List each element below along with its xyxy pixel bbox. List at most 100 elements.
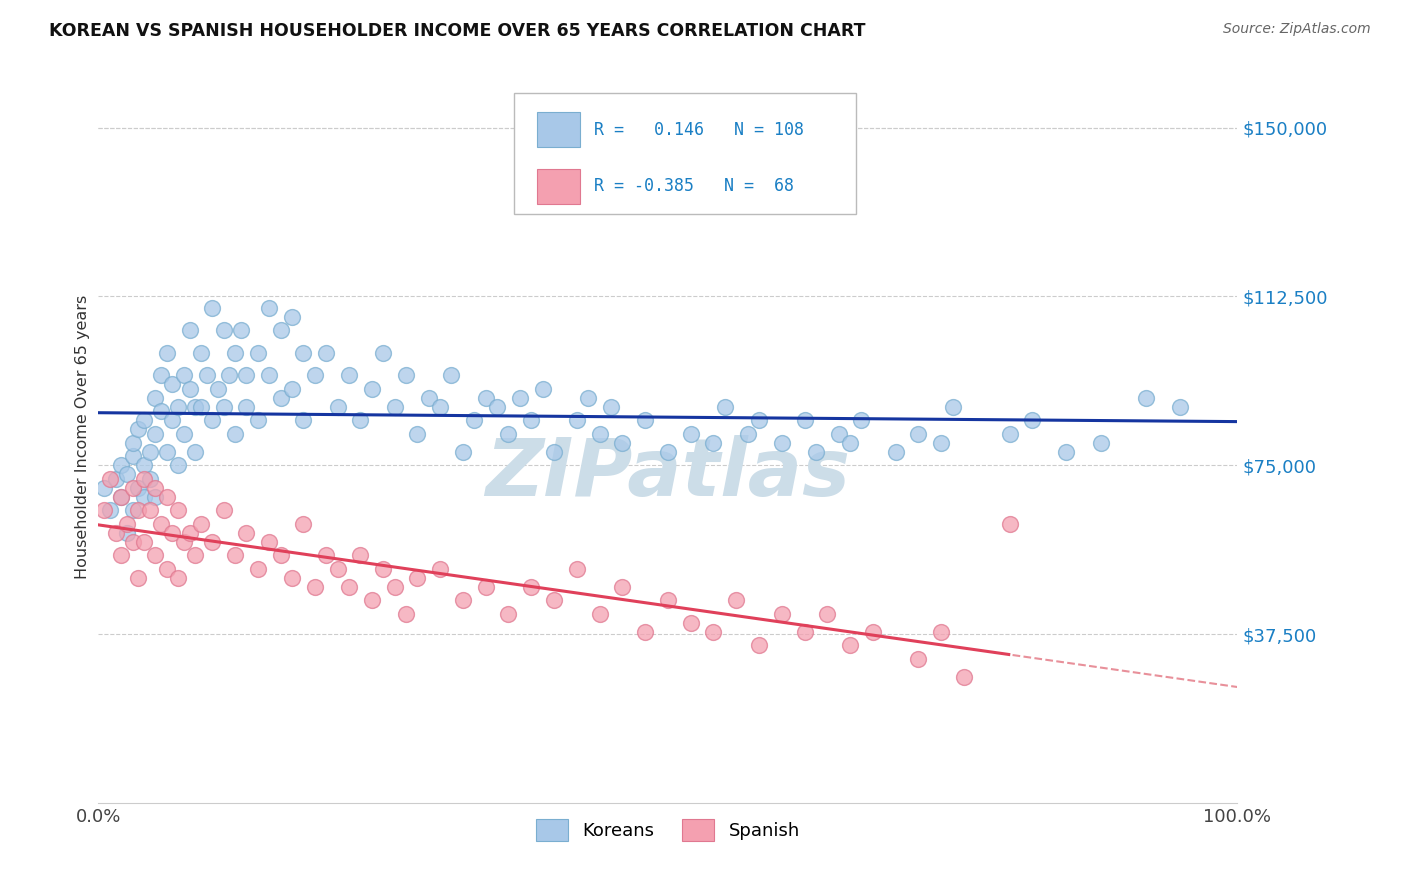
- Point: [543, 593, 565, 607]
- Point: [162, 413, 184, 427]
- Point: [212, 400, 235, 414]
- Point: [246, 345, 269, 359]
- Point: [110, 490, 132, 504]
- Point: [167, 400, 190, 414]
- Point: [395, 368, 418, 383]
- Point: [115, 467, 138, 482]
- Point: [104, 525, 127, 540]
- Point: [190, 400, 212, 414]
- Point: [156, 444, 179, 458]
- Point: [828, 426, 851, 441]
- Point: [184, 444, 207, 458]
- Point: [179, 323, 201, 337]
- Point: [93, 503, 115, 517]
- Point: [657, 593, 679, 607]
- Point: [224, 345, 246, 359]
- Point: [474, 580, 496, 594]
- Point: [839, 435, 862, 450]
- Point: [259, 368, 281, 383]
- Point: [270, 391, 292, 405]
- Point: [793, 413, 815, 427]
- Point: [406, 571, 429, 585]
- Point: [190, 516, 212, 531]
- Point: [93, 481, 115, 495]
- Point: [167, 503, 190, 517]
- Point: [138, 503, 160, 517]
- Point: [612, 580, 634, 594]
- Point: [121, 435, 143, 450]
- Point: [770, 607, 793, 621]
- Point: [138, 472, 160, 486]
- Point: [190, 345, 212, 359]
- Point: [235, 368, 257, 383]
- Point: [326, 562, 349, 576]
- Point: [748, 413, 770, 427]
- Point: [229, 323, 252, 337]
- Point: [184, 548, 207, 562]
- Point: [429, 562, 451, 576]
- Point: [588, 426, 610, 441]
- Point: [304, 368, 326, 383]
- Point: [543, 444, 565, 458]
- Point: [167, 571, 190, 585]
- Point: [565, 413, 588, 427]
- Point: [201, 534, 224, 549]
- Point: [115, 516, 138, 531]
- Point: [246, 562, 269, 576]
- Point: [259, 301, 281, 315]
- Point: [714, 400, 737, 414]
- Point: [360, 382, 382, 396]
- Point: [173, 534, 195, 549]
- Point: [451, 444, 474, 458]
- Point: [201, 413, 224, 427]
- Point: [270, 548, 292, 562]
- Point: [212, 503, 235, 517]
- Point: [162, 525, 184, 540]
- Point: [702, 624, 724, 639]
- Point: [440, 368, 463, 383]
- Point: [953, 670, 976, 684]
- Point: [121, 449, 143, 463]
- Text: KOREAN VS SPANISH HOUSEHOLDER INCOME OVER 65 YEARS CORRELATION CHART: KOREAN VS SPANISH HOUSEHOLDER INCOME OVE…: [49, 22, 866, 40]
- Point: [907, 426, 929, 441]
- Point: [127, 481, 149, 495]
- Point: [127, 422, 149, 436]
- Point: [884, 444, 907, 458]
- Point: [145, 481, 167, 495]
- Point: [127, 503, 149, 517]
- Point: [121, 481, 143, 495]
- Point: [851, 413, 873, 427]
- Point: [218, 368, 240, 383]
- Point: [246, 413, 269, 427]
- Point: [138, 444, 160, 458]
- Text: Source: ZipAtlas.com: Source: ZipAtlas.com: [1223, 22, 1371, 37]
- Point: [259, 534, 281, 549]
- Point: [150, 404, 173, 418]
- Point: [998, 516, 1021, 531]
- Point: [292, 413, 315, 427]
- Point: [634, 413, 657, 427]
- Point: [150, 516, 173, 531]
- Point: [132, 458, 155, 473]
- Point: [612, 435, 634, 450]
- Point: [292, 516, 315, 531]
- Point: [509, 391, 531, 405]
- Point: [179, 525, 201, 540]
- Point: [1090, 435, 1112, 450]
- Point: [235, 400, 257, 414]
- Point: [145, 391, 167, 405]
- Point: [474, 391, 496, 405]
- Point: [337, 368, 360, 383]
- Point: [127, 571, 149, 585]
- Point: [281, 571, 304, 585]
- Point: [173, 368, 195, 383]
- Point: [326, 400, 349, 414]
- Point: [150, 368, 173, 383]
- Legend: Koreans, Spanish: Koreans, Spanish: [529, 812, 807, 848]
- Point: [1170, 400, 1192, 414]
- Point: [486, 400, 509, 414]
- Point: [839, 638, 862, 652]
- Point: [337, 580, 360, 594]
- Point: [657, 444, 679, 458]
- Point: [520, 413, 543, 427]
